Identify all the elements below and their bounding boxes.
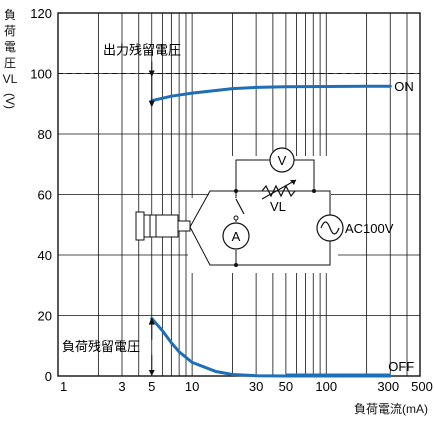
y-tick-label: 20 bbox=[38, 309, 52, 324]
off-residual-label: 負荷残留電圧 bbox=[62, 339, 140, 354]
proximity-sensor-icon bbox=[135, 211, 191, 241]
x-tick-label: 30 bbox=[249, 379, 263, 394]
y-tick-label: 0 bbox=[45, 369, 52, 384]
x-tick-label: 5 bbox=[148, 379, 155, 394]
x-tick-label: 100 bbox=[315, 379, 337, 394]
tick-labels: 0 20 40 60 80 100 120 1 3 5 10 30 50 100 300 500 bbox=[30, 6, 433, 394]
x-tick-label: 500 bbox=[411, 379, 433, 394]
x-tick-label: 50 bbox=[279, 379, 293, 394]
resistor-icon bbox=[261, 184, 296, 198]
off-label: OFF bbox=[388, 359, 414, 374]
x-tick-label: 1 bbox=[60, 379, 67, 394]
resistor-label: VL bbox=[270, 199, 286, 214]
series-line-on bbox=[150, 84, 392, 103]
ammeter-label: A bbox=[232, 229, 241, 244]
x-tick-label: 3 bbox=[118, 379, 125, 394]
y-axis-label-char: 電 bbox=[3, 40, 16, 54]
x-tick-label: 300 bbox=[377, 379, 399, 394]
arrow-head-down bbox=[148, 369, 155, 376]
series-line-off bbox=[150, 317, 392, 378]
switch-icon bbox=[235, 198, 245, 215]
y-tick-label: 100 bbox=[30, 67, 52, 82]
arrow-head-up bbox=[148, 317, 155, 325]
y-tick-label: 60 bbox=[38, 188, 52, 203]
voltmeter-label: V bbox=[278, 153, 287, 168]
voltmeter-icon bbox=[269, 147, 295, 173]
x-tick-label: 10 bbox=[185, 379, 199, 394]
on-label: ON bbox=[394, 79, 414, 94]
y-axis-label-char: 圧 bbox=[3, 56, 16, 70]
y-axis-label-char: VL bbox=[2, 72, 18, 86]
x-axis-label: 負荷電流(mA) bbox=[354, 402, 428, 416]
ac-source-label: AC100V bbox=[345, 221, 394, 236]
y-tick-label: 80 bbox=[38, 127, 52, 142]
arrow-head-up bbox=[148, 100, 155, 108]
ammeter-icon bbox=[222, 222, 250, 250]
curves bbox=[150, 84, 392, 378]
y-axis-label-char: 負 bbox=[3, 8, 16, 22]
y-tick-label: 40 bbox=[38, 248, 52, 263]
circuit-diagram: VL V A AC100V bbox=[135, 147, 394, 273]
y-axis-label-char: 荷 bbox=[3, 24, 16, 38]
y-tick-label: 120 bbox=[30, 6, 52, 21]
on-residual-label: 出力残留電圧 bbox=[103, 42, 181, 57]
